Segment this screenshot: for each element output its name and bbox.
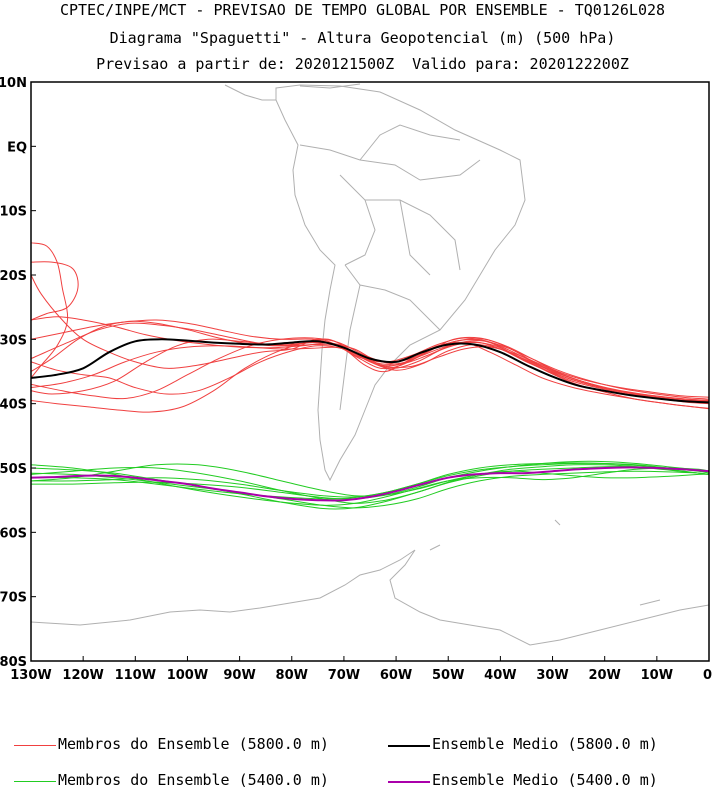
member-5800-line-2 [31,261,79,321]
member-5400-line-3 [31,466,709,504]
lat-tick-label: 60S [0,526,27,541]
legend-swatch-members-5800 [14,745,56,746]
lat-tick-label: 10S [0,205,27,220]
lon-tick-label: 20W [588,668,620,683]
legend-label-members-5800: Membros do Ensemble (5800.0 m) [58,735,329,753]
members-5800-layer [31,242,709,413]
lon-tick-label: 70W [328,668,360,683]
lat-tick-label: 30S [0,333,27,348]
member-5800-line-3 [31,274,709,410]
lon-tick-label: 130W [10,668,51,683]
lon-tick-label: 60W [380,668,412,683]
lat-tick-label: 50S [0,462,27,477]
ensemble-mean-5400-line [31,466,709,502]
member-5800-line-5 [31,336,709,413]
title-line-1: CPTEC/INPE/MCT - PREVISAO DE TEMPO GLOBA… [59,1,666,19]
central-america-coastline [224,83,361,101]
lat-tick-label: EQ [7,140,27,155]
member-5400-line-8 [31,462,709,498]
lat-tick-label: 70S [0,591,27,606]
lat-tick-label: 10N [0,76,27,91]
spaghetti-map: 10N EQ 10S 20S 30S 40S 50S 60S 70S 80S 130W 120W 11… [0,76,712,683]
lon-tick-label: 0 [703,668,712,683]
antarctic-islands [429,519,661,606]
title-line-3: Previsao a partir de: 2020121500Z Valido… [96,55,629,73]
lon-axis: 130W 120W 110W 100W 90W 80W 70W 60W 50W 40W 30W 20W… [10,656,712,683]
member-5800-line-1 [31,242,69,379]
lon-tick-label: 40W [484,668,516,683]
legend-swatch-mean-5400 [388,781,430,783]
lon-tick-label: 100W [167,668,208,683]
member-5800-line-12 [31,345,709,403]
lon-tick-label: 110W [115,668,156,683]
member-5400-line-5 [31,464,709,506]
lon-tick-label: 90W [223,668,255,683]
title-line-2: Diagrama "Spaguetti" - Altura Geopotenci… [109,29,616,47]
ensemble-mean-5800-line [31,338,709,404]
member-5400-line-4 [31,463,709,497]
member-5400-line-7 [31,470,709,509]
lat-axis: 10N EQ 10S 20S 30S 40S 50S 60S 70S 80S [0,76,36,670]
legend-swatch-members-5400 [14,781,56,782]
lat-tick-label: 80S [0,655,27,670]
lon-tick-label: 120W [62,668,103,683]
lon-tick-label: 80W [276,668,308,683]
lat-tick-label: 40S [0,398,27,413]
lat-tick-label: 20S [0,269,27,284]
antarctica-coastline [31,549,709,646]
map-frame [30,81,710,662]
lon-tick-label: 10W [641,668,673,683]
lon-tick-label: 50W [432,668,464,683]
legend-label-mean-5800: Ensemble Medio (5800.0 m) [432,735,658,753]
legend-swatch-mean-5800 [388,745,430,747]
member-5800-line-7 [31,322,709,409]
lon-tick-label: 30W [536,668,568,683]
legend-label-mean-5400: Ensemble Medio (5400.0 m) [432,771,658,789]
south-america-coastline [275,84,526,482]
legend-label-members-5400: Membros do Ensemble (5400.0 m) [58,771,329,789]
